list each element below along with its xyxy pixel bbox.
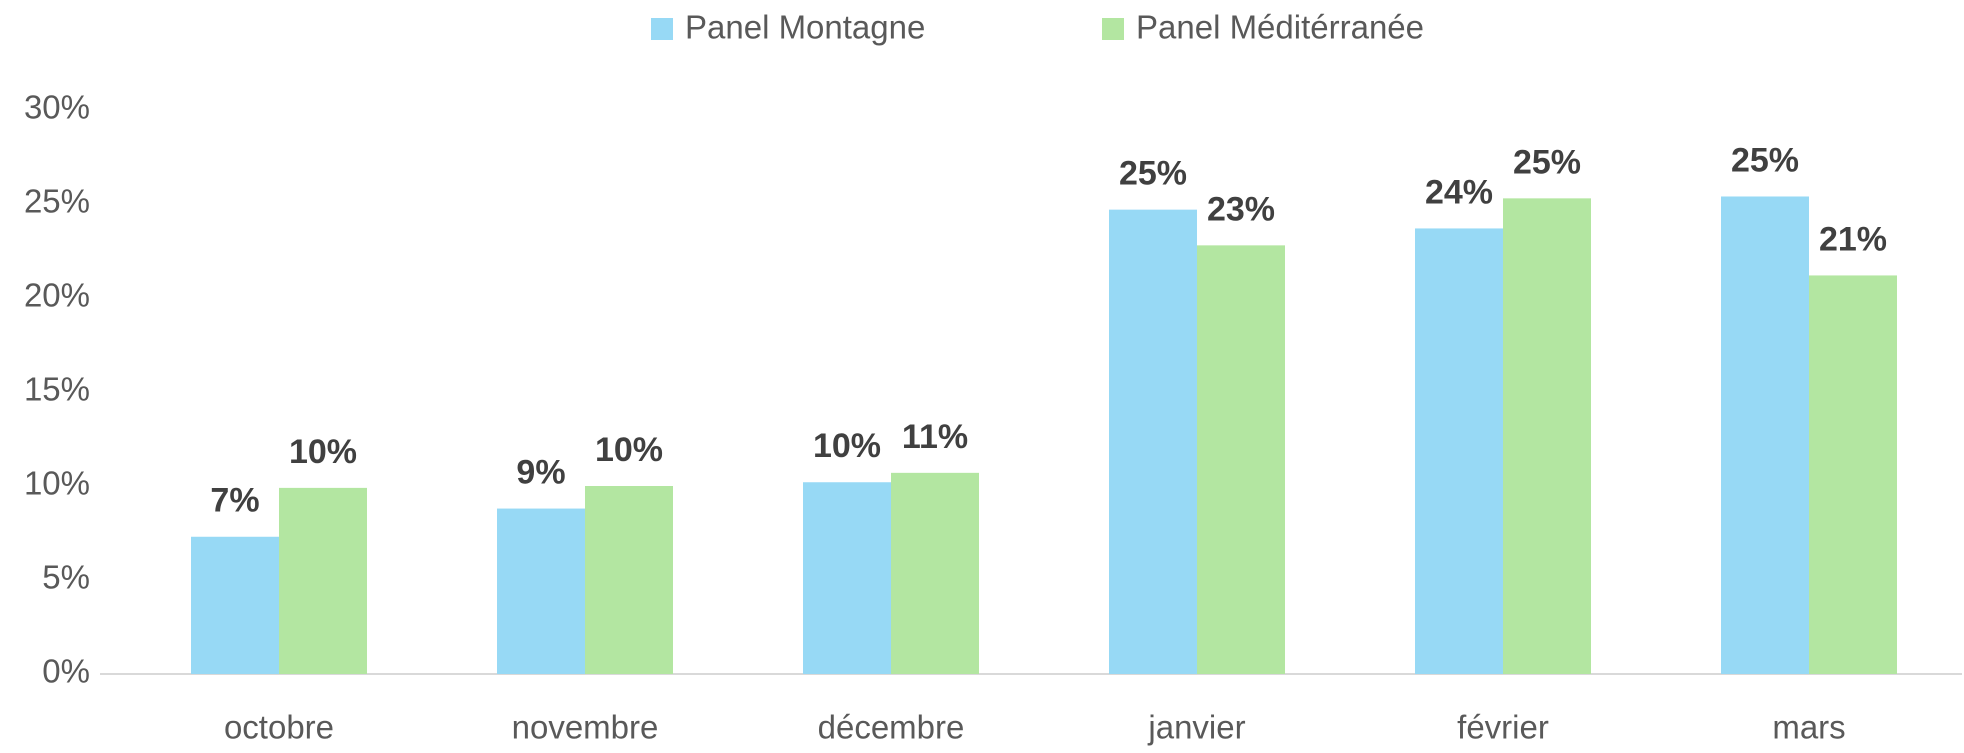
bar <box>1503 198 1591 675</box>
data-label: 21% <box>1819 220 1887 258</box>
data-label: 25% <box>1119 155 1187 193</box>
x-tick-label: janvier <box>1147 709 1245 746</box>
bar <box>1809 275 1897 674</box>
bar <box>497 508 585 674</box>
legend-label: Panel Méditérranée <box>1136 9 1424 46</box>
data-label: 23% <box>1207 190 1275 228</box>
data-label: 24% <box>1425 173 1493 211</box>
bar <box>891 472 979 674</box>
data-label: 25% <box>1513 143 1581 181</box>
data-label: 10% <box>595 431 663 469</box>
bar <box>803 482 891 674</box>
y-tick-label: 25% <box>24 183 90 220</box>
y-tick-label: 30% <box>24 89 90 126</box>
y-tick-label: 20% <box>24 277 90 314</box>
bar <box>1197 245 1285 675</box>
y-tick-label: 0% <box>42 653 90 690</box>
data-label: 25% <box>1731 141 1799 179</box>
legend-swatch <box>1102 18 1124 40</box>
data-label: 9% <box>516 454 565 492</box>
bar <box>1721 196 1809 675</box>
bar <box>1415 228 1503 674</box>
x-tick-label: décembre <box>818 709 965 746</box>
data-label: 10% <box>813 427 881 465</box>
bar <box>191 536 279 674</box>
legend-swatch <box>651 18 673 40</box>
bar <box>279 487 367 674</box>
y-tick-label: 15% <box>24 371 90 408</box>
data-label: 11% <box>902 418 968 456</box>
data-label: 10% <box>289 433 357 471</box>
y-tick-label: 10% <box>24 465 90 502</box>
x-tick-label: octobre <box>224 709 334 746</box>
legend-label: Panel Montagne <box>685 9 925 46</box>
y-tick-label: 5% <box>42 559 90 596</box>
x-tick-label: mars <box>1772 709 1845 746</box>
bar <box>585 486 673 674</box>
x-tick-label: novembre <box>512 709 659 746</box>
data-label: 7% <box>210 482 259 520</box>
x-tick-label: février <box>1457 709 1549 746</box>
bar <box>1109 209 1197 674</box>
